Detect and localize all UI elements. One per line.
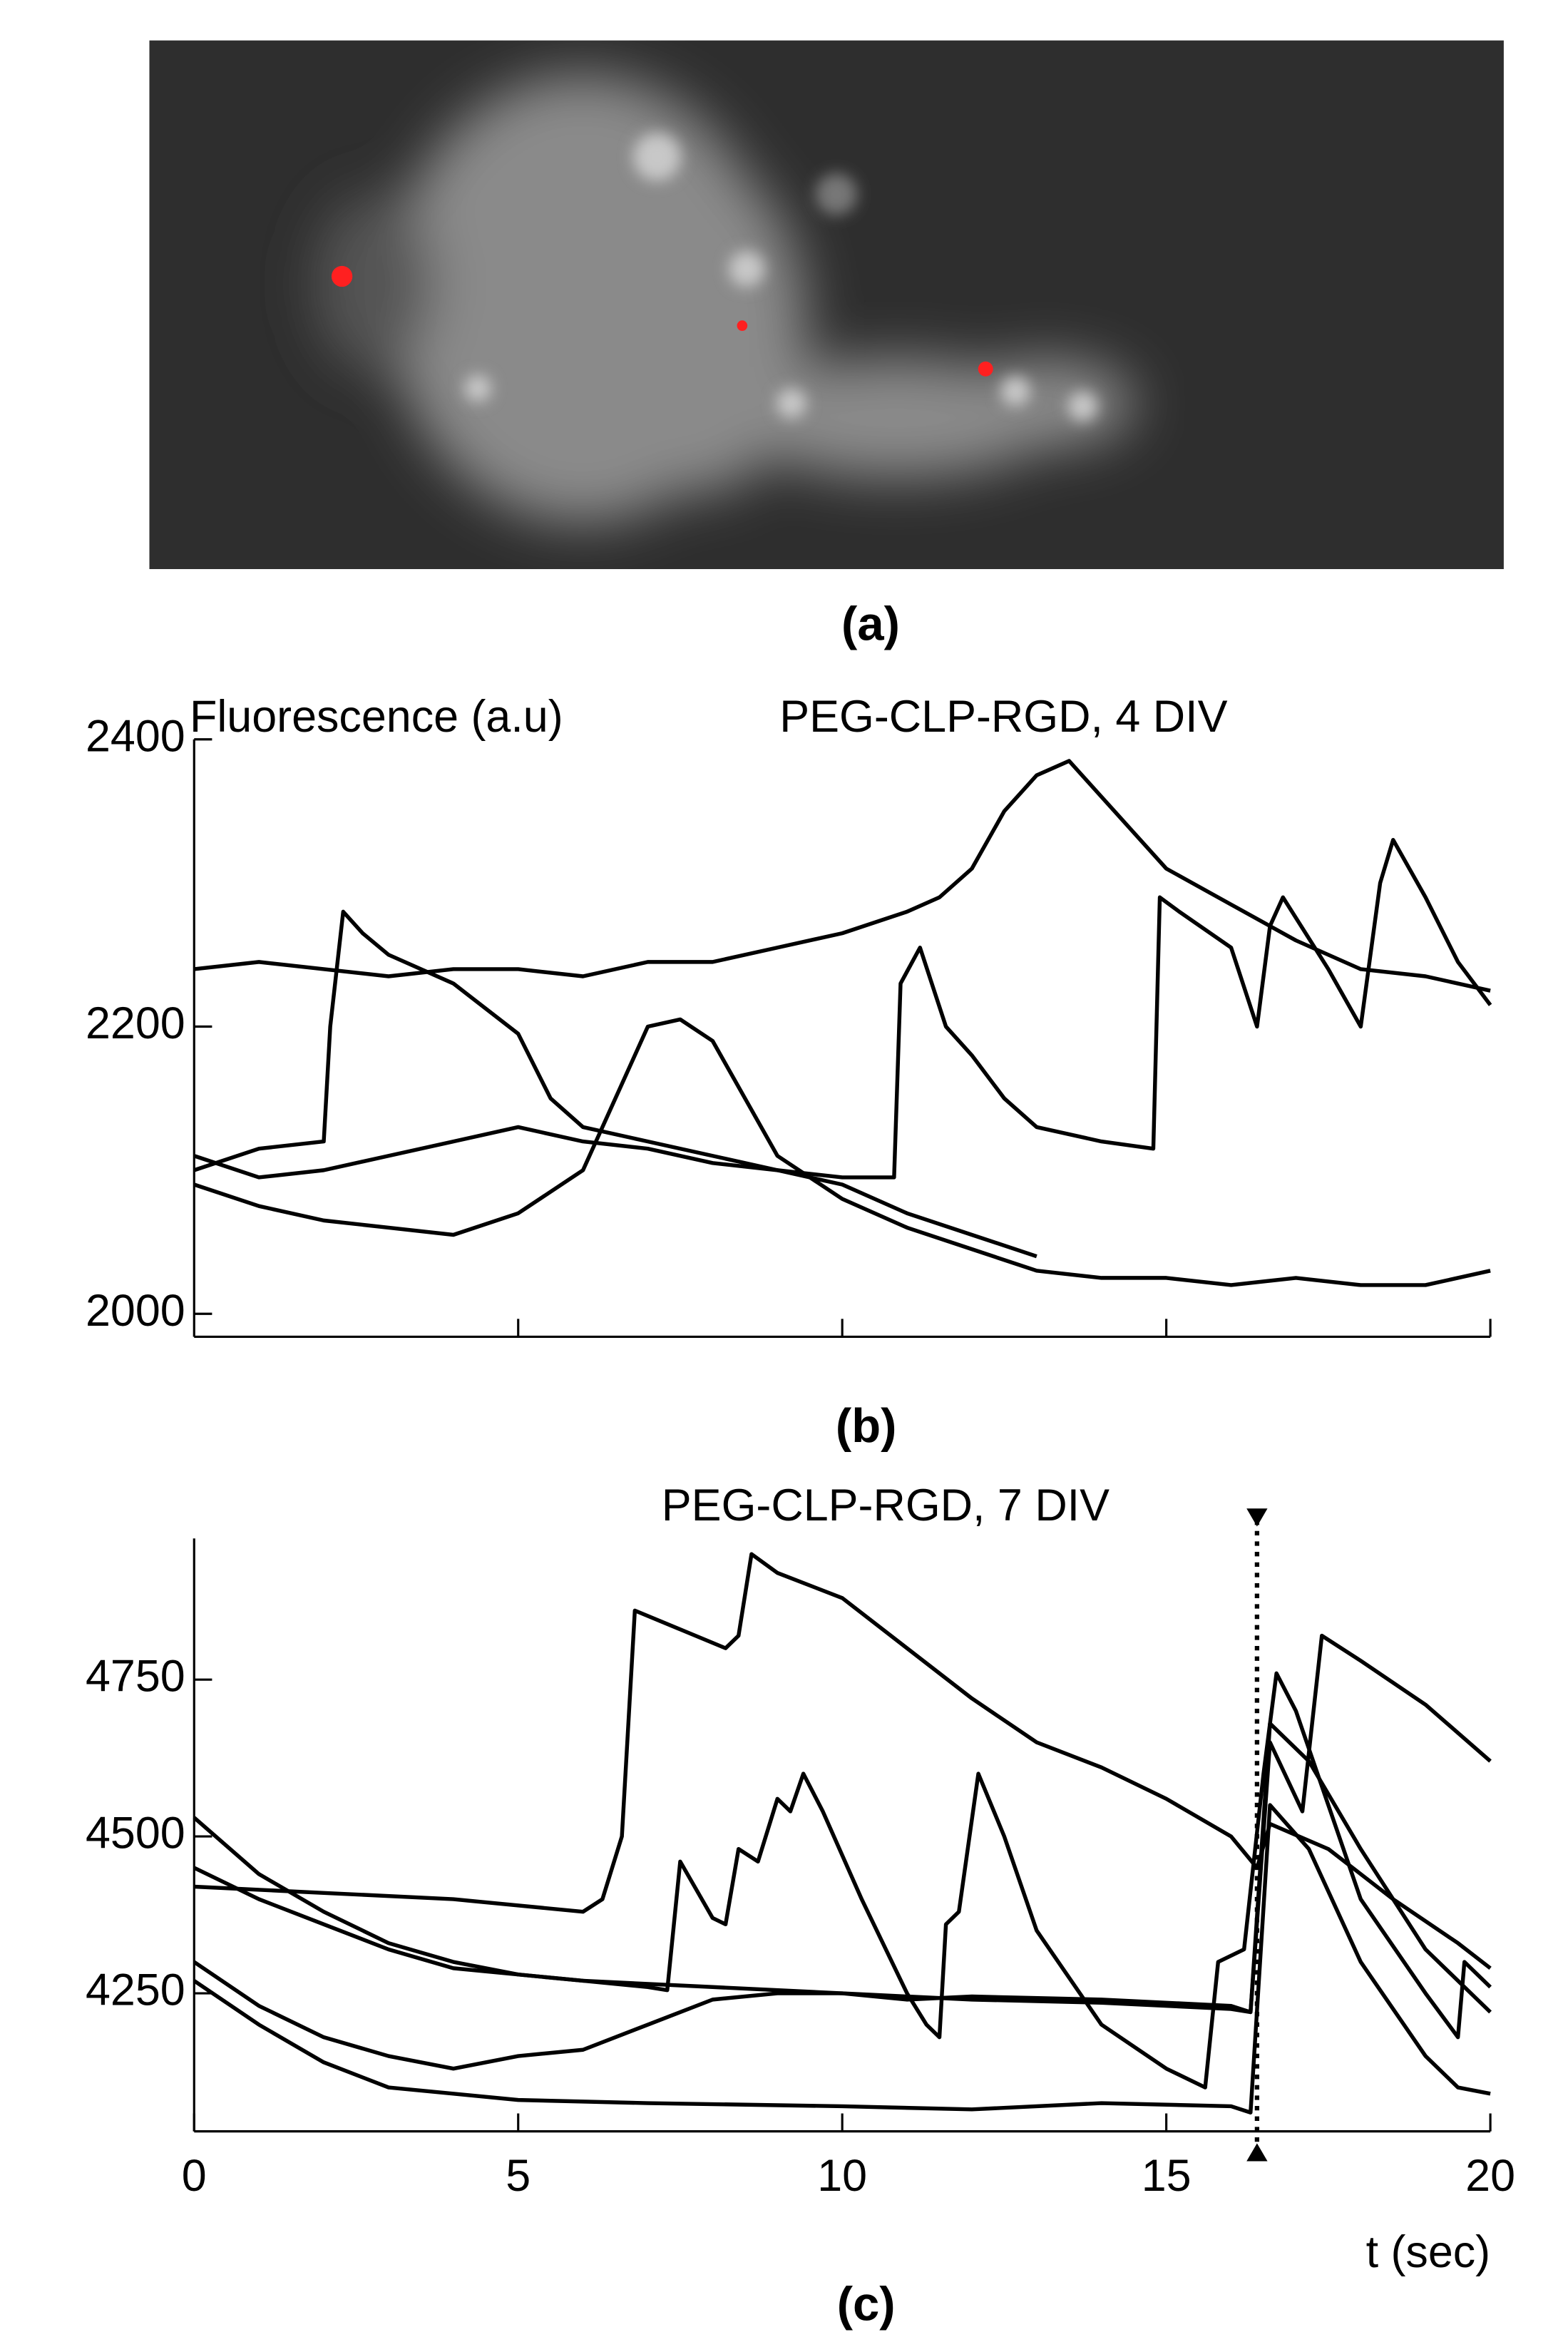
panel-caption: (a) — [841, 597, 900, 650]
panel-caption: (c) — [837, 2277, 896, 2331]
y-tick-label: 4500 — [86, 1809, 185, 1858]
y-tick-label: 4750 — [86, 1652, 185, 1702]
trace — [193, 1017, 1491, 1287]
stimulus-marker — [1246, 2143, 1268, 2162]
x-tick-label: 5 — [506, 2151, 531, 2201]
trace — [193, 1633, 1492, 2015]
trace — [193, 837, 1492, 1180]
stimulus-marker — [1246, 1508, 1268, 1527]
y-axis-label: Fluorescence (a.u) — [190, 692, 563, 742]
chart-title: PEG-CLP-RGD, 7 DIV — [662, 1481, 1110, 1530]
trace — [193, 1722, 1492, 2071]
trace — [193, 1671, 1492, 2090]
trace — [194, 1552, 1492, 1970]
micrograph — [149, 40, 1504, 570]
x-tick-label: 0 — [182, 2151, 207, 2201]
chart-title: PEG-CLP-RGD, 4 DIV — [779, 692, 1227, 742]
panel-caption: (b) — [836, 1399, 897, 1453]
x-tick-label: 20 — [1465, 2151, 1515, 2201]
trace — [193, 759, 1491, 993]
y-tick-label: 2000 — [86, 1286, 185, 1336]
x-axis-label: t (sec) — [1366, 2227, 1490, 2277]
y-tick-label: 4250 — [86, 1965, 185, 2015]
y-tick-label: 2400 — [86, 711, 185, 761]
trace — [193, 1125, 1037, 1259]
y-tick-label: 2200 — [86, 998, 185, 1048]
x-tick-label: 15 — [1142, 2151, 1192, 2201]
x-tick-label: 10 — [817, 2151, 867, 2201]
trace — [193, 1803, 1491, 2115]
